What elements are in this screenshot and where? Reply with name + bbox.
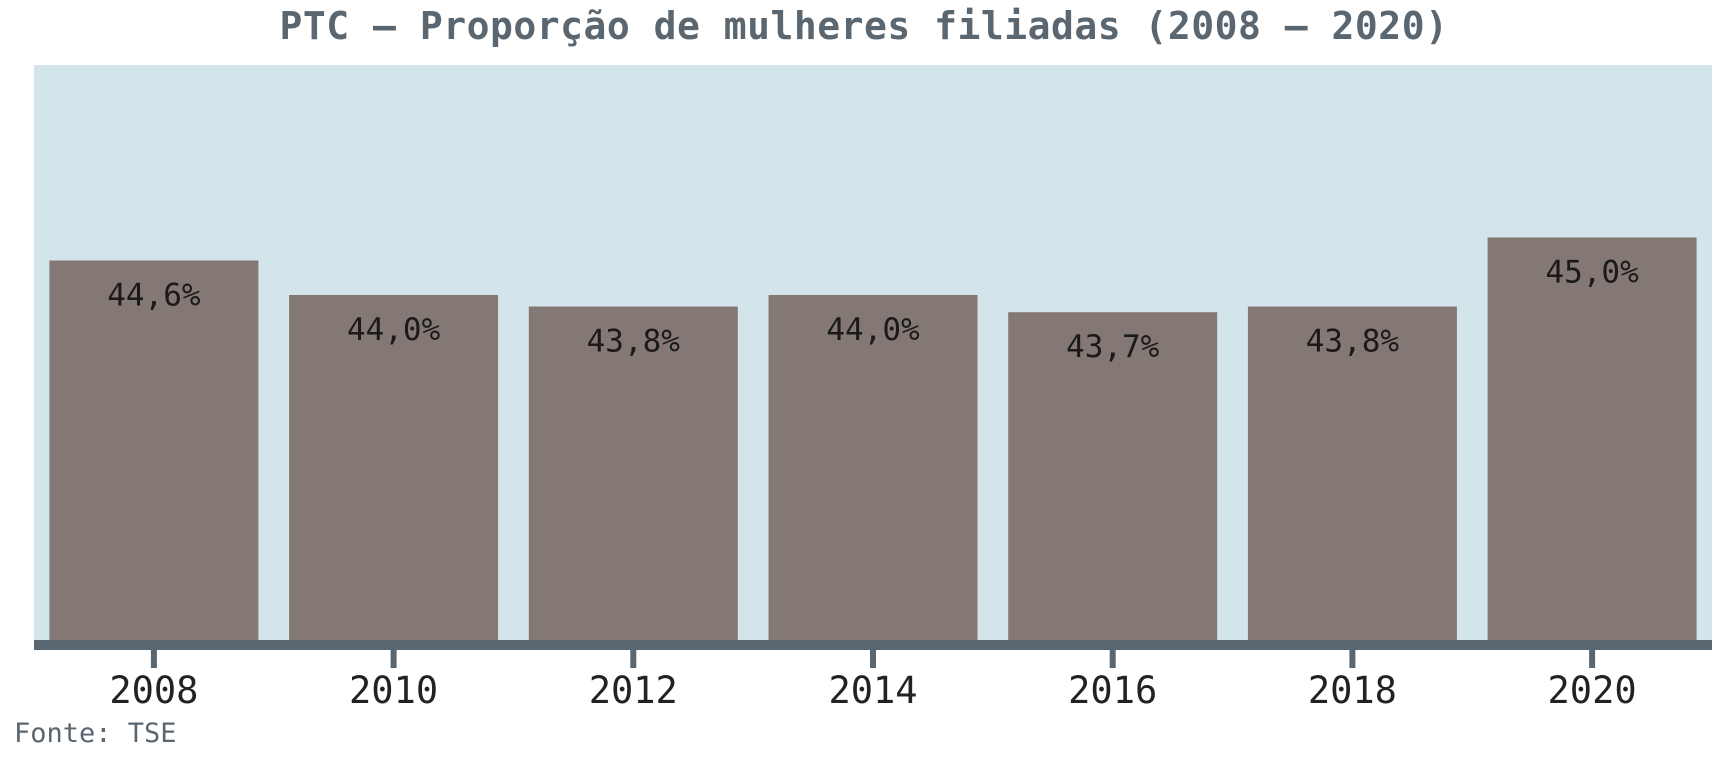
- data-label-2012: 43,8%: [587, 324, 681, 360]
- bar-2012: [528, 306, 738, 640]
- x-tick-label-2018: 2018: [1308, 669, 1397, 712]
- x-ticks-group: [150, 640, 1596, 668]
- data-label-2018: 43,8%: [1306, 324, 1400, 360]
- x-tick-2014: [870, 640, 876, 668]
- bar-2008: [49, 260, 259, 640]
- data-labels-group: 44,6% 44,0% 43,8% 44,0% 43,7% 43,8% 45,0%: [107, 255, 1639, 366]
- data-label-2014: 44,0%: [826, 312, 920, 348]
- x-tick-2016: [1109, 640, 1116, 668]
- source-note: Fonte: TSE: [14, 718, 177, 749]
- data-label-2008: 44,6%: [107, 278, 201, 314]
- x-tick-2012: [630, 640, 637, 668]
- x-tick-2020: [1589, 640, 1596, 668]
- bar-2010: [289, 295, 499, 640]
- x-tick-labels-group: 2008 2010 2012 2014 2016 2018 2020: [109, 669, 1636, 712]
- bar-2018: [1247, 306, 1457, 640]
- x-tick-2010: [390, 640, 397, 668]
- chart-title: PTC – Proporção de mulheres filiadas (20…: [279, 4, 1449, 48]
- x-tick-label-2010: 2010: [349, 669, 438, 712]
- bar-2014: [768, 295, 978, 640]
- x-tick-2018: [1349, 640, 1356, 668]
- data-label-2020: 45,0%: [1545, 255, 1639, 291]
- x-tick-label-2012: 2012: [589, 669, 678, 712]
- data-label-2016: 43,7%: [1066, 329, 1160, 365]
- x-tick-label-2016: 2016: [1068, 669, 1157, 712]
- x-tick-label-2008: 2008: [109, 669, 198, 712]
- bars-group: [49, 237, 1697, 640]
- x-tick-label-2014: 2014: [828, 669, 917, 712]
- bar-2020: [1487, 237, 1697, 640]
- x-tick-2008: [150, 640, 157, 668]
- x-tick-label-2020: 2020: [1548, 669, 1637, 712]
- data-label-2010: 44,0%: [347, 312, 441, 348]
- bar-2016: [1008, 312, 1218, 640]
